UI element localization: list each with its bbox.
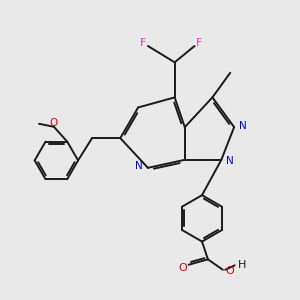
Text: O: O — [178, 263, 187, 273]
Text: O: O — [50, 118, 58, 128]
Text: N: N — [239, 121, 247, 130]
Text: N: N — [226, 156, 234, 166]
Text: N: N — [135, 161, 143, 171]
Text: H: H — [238, 260, 246, 270]
Text: F: F — [196, 38, 203, 48]
Text: O: O — [225, 266, 234, 276]
Text: F: F — [140, 38, 146, 48]
